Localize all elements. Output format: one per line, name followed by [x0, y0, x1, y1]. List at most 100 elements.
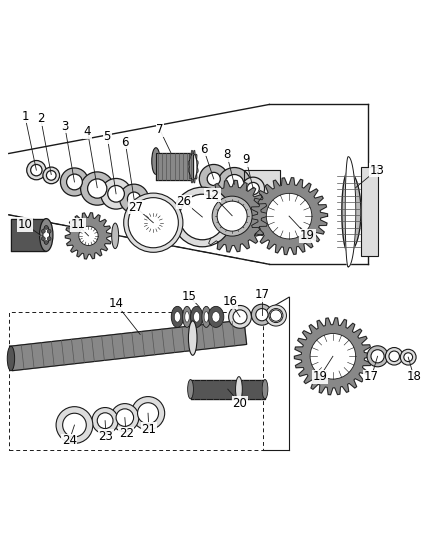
Circle shape	[266, 193, 312, 239]
Circle shape	[207, 172, 220, 185]
Polygon shape	[342, 171, 361, 252]
Text: 11: 11	[71, 219, 85, 231]
Polygon shape	[10, 320, 247, 370]
Text: 16: 16	[223, 295, 237, 308]
Text: 17: 17	[364, 370, 379, 383]
Circle shape	[144, 213, 163, 232]
Ellipse shape	[112, 223, 119, 248]
Circle shape	[124, 193, 183, 252]
Text: 14: 14	[109, 297, 124, 310]
Circle shape	[27, 160, 46, 180]
Circle shape	[138, 403, 159, 424]
Ellipse shape	[174, 312, 180, 322]
Polygon shape	[244, 170, 280, 203]
Circle shape	[31, 165, 42, 176]
Circle shape	[128, 198, 178, 248]
Text: 5: 5	[104, 131, 111, 143]
Polygon shape	[156, 154, 193, 180]
Text: 2: 2	[37, 112, 45, 125]
Polygon shape	[294, 318, 371, 395]
Polygon shape	[11, 219, 46, 252]
Circle shape	[63, 413, 86, 437]
Circle shape	[389, 351, 399, 361]
Text: 1: 1	[21, 110, 29, 123]
Text: 19: 19	[312, 370, 327, 383]
Circle shape	[111, 403, 139, 432]
Circle shape	[43, 167, 60, 184]
Circle shape	[42, 237, 45, 240]
Text: 17: 17	[254, 288, 269, 302]
Polygon shape	[345, 157, 356, 267]
Text: 23: 23	[99, 430, 113, 443]
Circle shape	[270, 310, 282, 321]
Circle shape	[101, 179, 131, 209]
Text: 6: 6	[200, 143, 208, 156]
Circle shape	[265, 305, 286, 326]
Circle shape	[180, 194, 225, 240]
Circle shape	[269, 309, 283, 322]
Text: 18: 18	[406, 370, 421, 383]
Polygon shape	[251, 177, 328, 255]
Circle shape	[56, 407, 93, 443]
Text: 10: 10	[18, 218, 33, 231]
Polygon shape	[196, 180, 268, 252]
Polygon shape	[193, 178, 195, 183]
Circle shape	[81, 172, 114, 205]
Circle shape	[116, 409, 134, 426]
Circle shape	[217, 201, 247, 231]
Ellipse shape	[236, 377, 242, 402]
Circle shape	[108, 185, 124, 202]
Circle shape	[256, 309, 268, 321]
Text: 13: 13	[369, 164, 384, 176]
Polygon shape	[190, 154, 191, 160]
Ellipse shape	[185, 312, 189, 322]
Ellipse shape	[202, 306, 211, 327]
Polygon shape	[195, 173, 197, 179]
Circle shape	[127, 192, 141, 205]
Circle shape	[47, 237, 51, 240]
Polygon shape	[197, 160, 198, 167]
Circle shape	[367, 346, 388, 367]
Polygon shape	[190, 173, 191, 179]
Circle shape	[60, 168, 88, 196]
Circle shape	[67, 174, 82, 190]
Polygon shape	[65, 213, 112, 259]
Circle shape	[42, 229, 45, 233]
Text: 20: 20	[233, 397, 247, 410]
Text: 9: 9	[242, 153, 250, 166]
Bar	[361, 167, 378, 256]
Text: 4: 4	[84, 125, 92, 138]
Circle shape	[225, 174, 244, 194]
Ellipse shape	[43, 226, 49, 244]
Text: 8: 8	[223, 148, 230, 161]
Circle shape	[212, 196, 252, 236]
Circle shape	[88, 179, 107, 198]
Text: 7: 7	[156, 123, 164, 136]
Ellipse shape	[187, 379, 194, 399]
Ellipse shape	[212, 312, 220, 322]
Circle shape	[173, 187, 232, 247]
Ellipse shape	[194, 312, 200, 322]
Ellipse shape	[262, 379, 268, 399]
Circle shape	[46, 171, 56, 180]
Circle shape	[251, 304, 272, 325]
Circle shape	[371, 350, 384, 363]
Polygon shape	[195, 154, 197, 160]
Circle shape	[79, 226, 98, 246]
Circle shape	[47, 229, 51, 233]
Circle shape	[242, 177, 265, 200]
Ellipse shape	[208, 306, 224, 327]
Ellipse shape	[7, 346, 14, 371]
Circle shape	[310, 334, 356, 379]
Polygon shape	[197, 167, 198, 173]
Circle shape	[233, 310, 247, 324]
Circle shape	[97, 413, 113, 429]
Circle shape	[218, 167, 251, 201]
Circle shape	[400, 349, 416, 365]
Circle shape	[199, 165, 228, 193]
Ellipse shape	[152, 148, 160, 174]
Polygon shape	[188, 160, 190, 167]
Text: 22: 22	[119, 427, 134, 440]
Polygon shape	[188, 167, 190, 173]
Polygon shape	[191, 379, 265, 399]
